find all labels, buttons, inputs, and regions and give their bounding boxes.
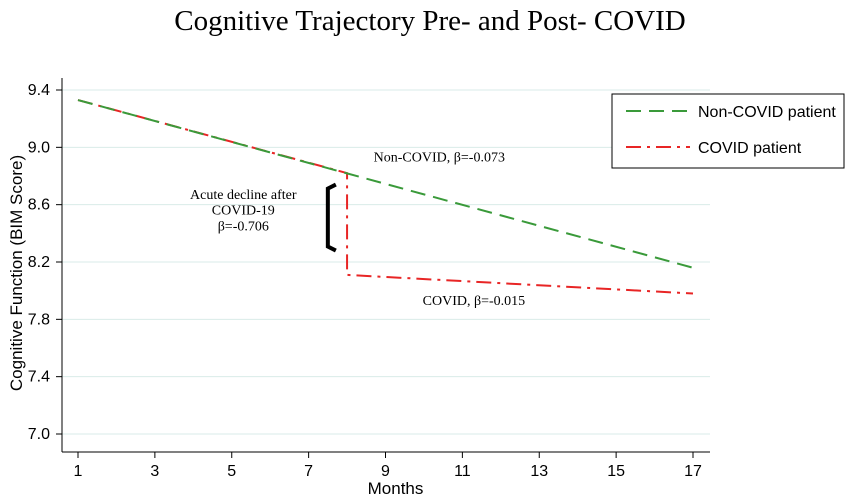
x-ticks: 1 3 5 7 9 11 13 15 17	[74, 452, 702, 480]
x-tick-label: 3	[150, 463, 159, 480]
legend-label-non-covid: Non-COVID patient	[698, 104, 836, 121]
y-tick-label: 9.4	[28, 82, 50, 99]
y-tick-label: 7.0	[28, 426, 50, 443]
annotation-acute-line2: COVID-19	[212, 204, 275, 219]
x-tick-label: 1	[74, 463, 83, 480]
x-tick-label: 17	[684, 463, 702, 480]
x-tick-label: 7	[304, 463, 313, 480]
annotation-covid: COVID, β=-0.015	[423, 294, 526, 309]
chart-title: Cognitive Trajectory Pre- and Post- COVI…	[174, 5, 686, 37]
annotation-acute-line1: Acute decline after	[190, 188, 297, 203]
y-tick-label: 8.6	[28, 197, 50, 214]
y-tick-label: 7.8	[28, 311, 50, 328]
x-tick-label: 11	[454, 463, 471, 480]
annotation-acute-line3: β=-0.706	[218, 219, 269, 234]
y-tick-label: 9.0	[28, 139, 50, 156]
annotation-non-covid: Non-COVID, β=-0.073	[374, 151, 505, 166]
gridlines	[62, 89, 710, 435]
x-tick-label: 13	[530, 463, 548, 480]
x-tick-label: 9	[381, 463, 390, 480]
y-ticks: 7.0 7.4 7.8 8.2 8.6 9.0 9.4	[28, 82, 62, 443]
legend-label-covid: COVID patient	[698, 140, 802, 157]
y-tick-label: 8.2	[28, 254, 50, 271]
legend-box	[611, 93, 845, 169]
y-tick-label: 7.4	[28, 369, 50, 386]
series-line-covid	[77, 99, 694, 295]
y-axis-label: Cognitive Function (BIM Score)	[7, 155, 26, 391]
x-tick-label: 5	[227, 463, 236, 480]
series	[77, 99, 694, 295]
x-tick-label: 15	[607, 463, 625, 480]
acute-decline-bracket	[325, 182, 337, 253]
legend: Non-COVID patient COVID patient	[611, 93, 845, 169]
x-axis-label: Months	[368, 479, 424, 498]
series-line-non-covid	[77, 99, 694, 269]
